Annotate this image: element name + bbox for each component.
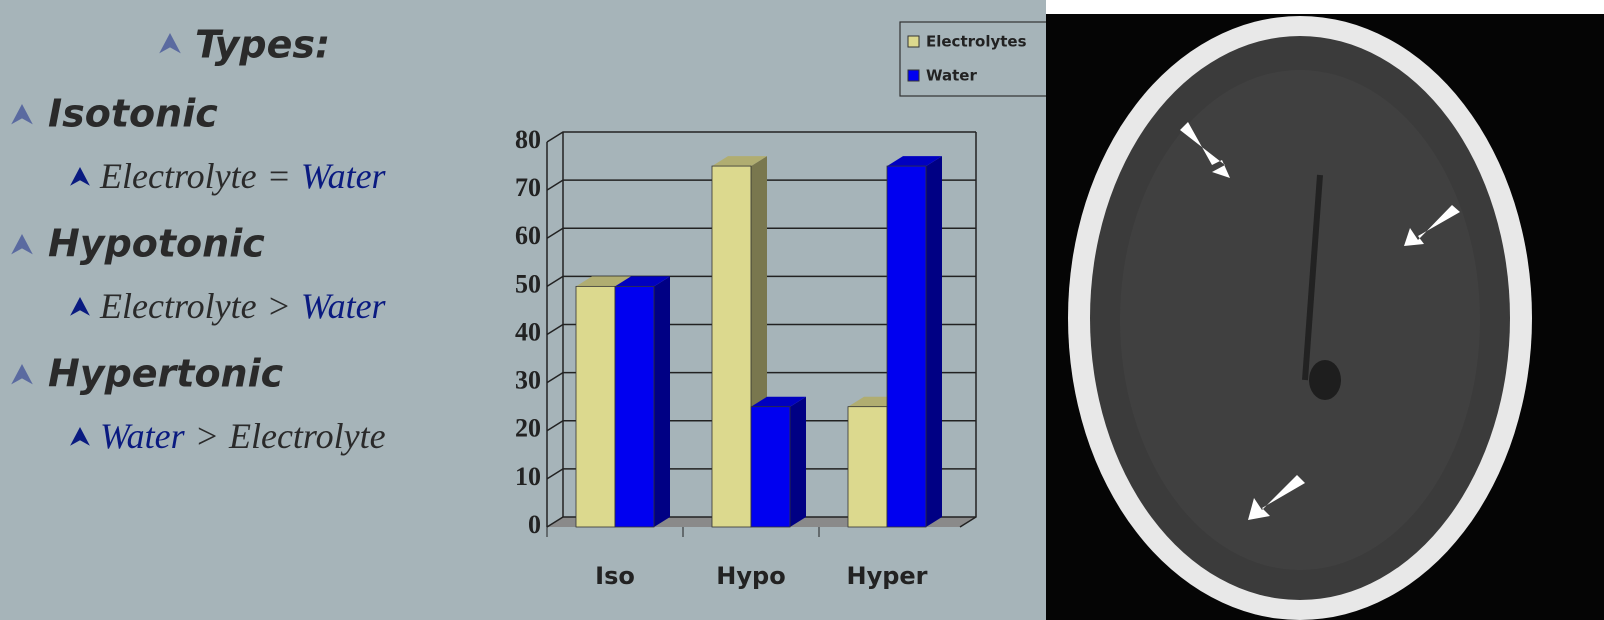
y-tick-label: 0 bbox=[528, 510, 541, 539]
y-tick-label: 20 bbox=[515, 414, 541, 443]
detail-part: Water bbox=[301, 286, 387, 326]
bar bbox=[614, 285, 655, 528]
grid-line bbox=[546, 420, 976, 432]
bar-side bbox=[654, 276, 670, 527]
bar-top bbox=[576, 276, 631, 287]
bullet bbox=[159, 33, 181, 54]
y-tick-label: 60 bbox=[515, 221, 541, 250]
legend-box bbox=[899, 21, 1051, 97]
y-tick-label: 30 bbox=[515, 366, 541, 395]
bar bbox=[750, 406, 791, 528]
item-detail: Water > Electrolyte bbox=[100, 416, 386, 456]
ct-image bbox=[1046, 0, 1604, 620]
grid-line bbox=[546, 371, 976, 384]
grid-line bbox=[546, 131, 976, 143]
item-label: Hypotonic bbox=[48, 222, 265, 266]
item-label: Hypertonic bbox=[48, 352, 284, 396]
legend-swatch bbox=[907, 35, 920, 48]
detail-part: > bbox=[195, 416, 219, 456]
bar bbox=[886, 165, 927, 528]
y-tick-label: 10 bbox=[515, 462, 541, 491]
bar bbox=[847, 406, 888, 528]
detail-part: Electrolyte bbox=[99, 286, 257, 326]
bar bbox=[711, 165, 752, 528]
detail-part: Water bbox=[301, 156, 387, 196]
grid-line bbox=[546, 227, 976, 239]
detail-part: Electrolyte bbox=[99, 156, 257, 196]
bar-side bbox=[926, 156, 942, 527]
item-detail: Electrolyte = Water bbox=[99, 156, 387, 196]
y-tick-label: 70 bbox=[515, 173, 541, 202]
legend-swatch bbox=[907, 69, 920, 82]
grid-line bbox=[546, 275, 976, 288]
x-tick-label: Hyper bbox=[846, 562, 927, 590]
grid-line bbox=[546, 468, 976, 480]
bar-top bbox=[615, 276, 670, 287]
heading: Types: bbox=[195, 23, 330, 67]
y-tick-label: 40 bbox=[515, 317, 541, 346]
bar-top bbox=[751, 396, 806, 407]
bullet bbox=[70, 297, 90, 316]
item-label: Isotonic bbox=[48, 92, 218, 136]
bullet bbox=[70, 427, 90, 446]
legend-label: Electrolytes bbox=[926, 33, 1027, 51]
bar bbox=[575, 285, 616, 528]
bar-top bbox=[887, 156, 942, 167]
grid-line bbox=[546, 516, 976, 528]
x-tick-label: Iso bbox=[595, 562, 635, 590]
bullet bbox=[11, 234, 33, 255]
grid-line bbox=[546, 323, 976, 336]
item-detail: Electrolyte > Water bbox=[99, 286, 387, 326]
detail-part: Water bbox=[100, 416, 186, 456]
grid-line bbox=[546, 179, 976, 191]
bullet bbox=[70, 167, 90, 186]
detail-part: Electrolyte bbox=[228, 416, 386, 456]
legend-label: Water bbox=[926, 67, 977, 85]
x-tick-label: Hypo bbox=[716, 562, 785, 590]
y-tick-label: 80 bbox=[515, 125, 541, 154]
bar-side bbox=[790, 396, 806, 527]
bar-top bbox=[712, 156, 767, 167]
bullet bbox=[11, 364, 33, 385]
detail-part: = bbox=[267, 156, 291, 196]
detail-part: > bbox=[267, 286, 291, 326]
bullet bbox=[11, 104, 33, 125]
y-tick-label: 50 bbox=[515, 269, 541, 298]
